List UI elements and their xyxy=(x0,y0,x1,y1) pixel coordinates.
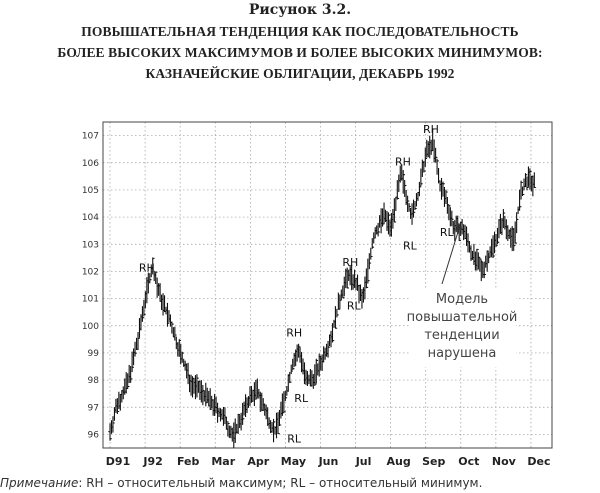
relative-low-label: RL xyxy=(440,226,455,239)
callout-arrow xyxy=(441,228,460,285)
y-tick-label: 100 xyxy=(82,322,99,332)
chart-title-line-1: ПОВЫШАТЕЛЬНАЯ ТЕНДЕНЦИЯ КАК ПОСЛЕДОВАТЕЛ… xyxy=(81,24,519,39)
relative-low-label: RL xyxy=(403,240,418,253)
y-tick-label: 99 xyxy=(88,349,100,359)
x-tick-label: Jul xyxy=(355,455,372,468)
y-tick-label: 104 xyxy=(82,213,99,223)
x-tick-label: Feb xyxy=(177,455,200,468)
relative-high-label: RH xyxy=(286,327,302,340)
relative-high-label: RH xyxy=(423,123,439,136)
y-tick-label: 101 xyxy=(82,295,99,305)
callout-text-line: тенденции xyxy=(424,328,499,343)
chart-title-line-2: БОЛЕЕ ВЫСОКИХ МАКСИМУМОВ И БОЛЕЕ ВЫСОКИХ… xyxy=(57,45,543,60)
callout-arrowhead xyxy=(455,222,463,231)
x-tick-label: Sep xyxy=(422,455,445,468)
figure-label: Рисунок 3.2. xyxy=(248,2,352,18)
x-tick-label: D91 xyxy=(106,455,130,468)
x-tick-label: J92 xyxy=(142,455,162,468)
y-tick-label: 107 xyxy=(82,132,99,142)
footnote: Примечание: RH – относительный максимум;… xyxy=(0,476,600,490)
plot-frame xyxy=(102,121,553,449)
x-tick-label: Mar xyxy=(211,455,235,468)
relative-low-label: RL xyxy=(347,299,362,312)
callout-text-line: Модель xyxy=(436,292,488,307)
relative-low-label: RL xyxy=(287,433,302,446)
chart-title-line-3: КАЗНАЧЕЙСКИЕ ОБЛИГАЦИИ, ДЕКАБРЬ 1992 xyxy=(145,66,455,81)
callout-background xyxy=(410,289,516,367)
x-tick-label: May xyxy=(281,455,306,468)
callout-text-line: нарушена xyxy=(428,346,497,361)
y-tick-label: 98 xyxy=(88,376,100,386)
x-tick-label: Dec xyxy=(527,455,550,468)
x-tick-label: Nov xyxy=(492,455,517,468)
price-chart: 96 97 98 99 100 101 102 103 104 105 106 107 D91 J92 Fe… xyxy=(82,121,553,468)
footnote-prefix: Примечание xyxy=(0,476,79,490)
x-tick-label: Oct xyxy=(458,455,479,468)
relative-high-label: RH xyxy=(395,155,411,168)
y-tick-label: 106 xyxy=(82,159,99,169)
y-tick-label: 102 xyxy=(82,267,99,277)
x-tick-label: Apr xyxy=(247,455,269,468)
y-tick-label: 105 xyxy=(82,186,99,196)
footnote-text: : RH – относительный максимум; RL – отно… xyxy=(78,476,483,490)
y-tick-label: 97 xyxy=(88,403,99,413)
callout-text-line: повышательной xyxy=(407,310,518,325)
relative-high-label: RH xyxy=(139,261,155,274)
x-tick-label: Jun xyxy=(318,455,339,468)
y-tick-label: 96 xyxy=(88,430,100,440)
relative-high-label: RH xyxy=(342,256,358,269)
x-tick-label: Aug xyxy=(387,455,411,468)
relative-low-label: RL xyxy=(294,392,309,405)
y-tick-label: 103 xyxy=(82,240,99,250)
